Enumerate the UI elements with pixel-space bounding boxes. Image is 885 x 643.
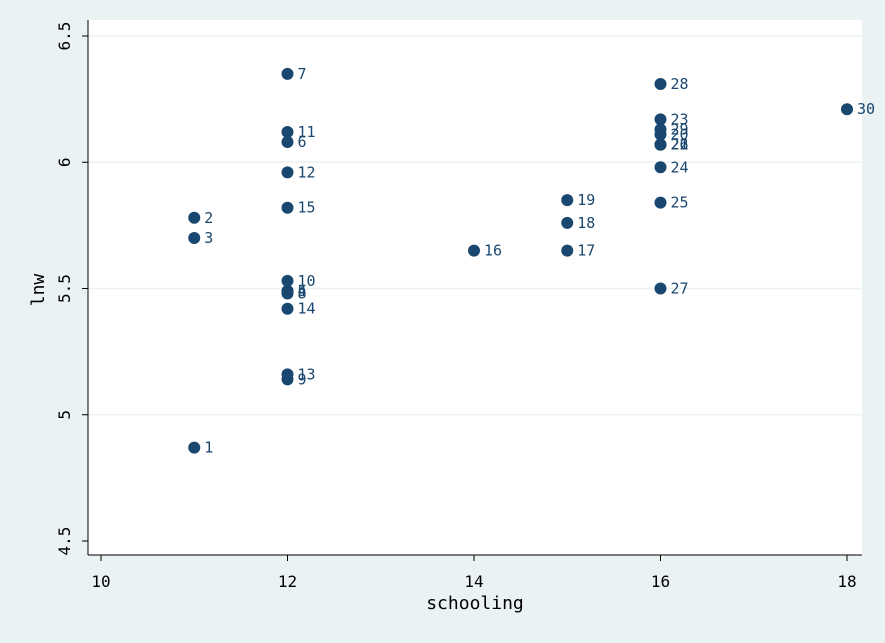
data-point-label: 16 [484,242,502,260]
data-point [654,161,667,174]
data-point [281,368,294,381]
data-point [841,103,853,116]
data-point [281,302,294,315]
x-tick-label: 12 [278,572,297,591]
data-point-label: 24 [671,158,689,176]
x-tick-label: 10 [91,572,110,591]
data-point [281,201,294,214]
data-point-label: 25 [671,194,689,212]
data-point-label: 7 [298,65,307,83]
data-point [654,282,667,295]
data-point [281,166,294,179]
axes [82,20,862,561]
data-point-label: 17 [577,242,595,260]
data-point-label: 18 [577,214,595,232]
x-axis-title: schooling [426,593,524,614]
data-point-label: 12 [298,163,316,181]
data-point-label: 2 [204,209,213,227]
y-tick-label: 6 [55,157,74,167]
data-point [188,441,201,454]
data-point [654,138,667,151]
data-point-label: 27 [671,280,689,298]
y-tick-label: 5.5 [55,274,74,303]
data-point-label: 4 [298,282,307,300]
data-point [281,274,294,287]
data-point [561,216,574,229]
y-axis-title: lnw [28,274,49,307]
data-point [281,136,294,149]
data-point-label: 14 [298,300,316,318]
data-point-label: 21 [671,136,689,154]
data-point [654,196,667,209]
data-point [281,287,294,300]
data-point-label: 29 [671,120,689,138]
data-point-label: 1 [204,439,213,457]
x-tick-label: 14 [464,572,483,591]
data-point [654,77,667,90]
data-point-label: 3 [204,229,213,247]
data-point [654,113,667,126]
data-point-label: 22 [671,136,689,154]
data-point [188,232,201,244]
data-point-label: 15 [298,199,316,217]
data-point-label: 13 [298,365,316,383]
gridlines [88,35,862,416]
y-tick-label: 6.5 [55,22,74,51]
data-point-label: 30 [857,100,875,118]
data-point [281,125,294,138]
data-point-label: 5 [298,282,307,300]
data-point [561,194,574,207]
data-point-label: 11 [298,123,316,141]
y-tick-label: 4.5 [55,527,74,556]
data-point-label: 19 [577,191,595,209]
data-point-label: 20 [671,125,689,143]
data-point-label: 10 [298,272,316,290]
x-tick-label: 16 [651,572,670,591]
data-point [654,123,667,136]
data-point-label: 28 [671,75,689,93]
y-tick-label: 5 [55,410,74,420]
data-point [188,211,201,224]
plot-area [88,20,862,555]
x-tick-label: 18 [837,572,856,591]
data-point-label: 26 [671,136,689,154]
data-point-label: 23 [671,110,689,128]
data-point-label: 9 [298,370,307,388]
tick-labels: 4.555.566.510 12 14 16 18 [55,22,857,591]
data-point-label: 6 [298,133,307,151]
data-point [281,67,294,80]
data-point [468,244,480,257]
data-point-label: 8 [298,285,307,303]
data-point [561,244,574,257]
